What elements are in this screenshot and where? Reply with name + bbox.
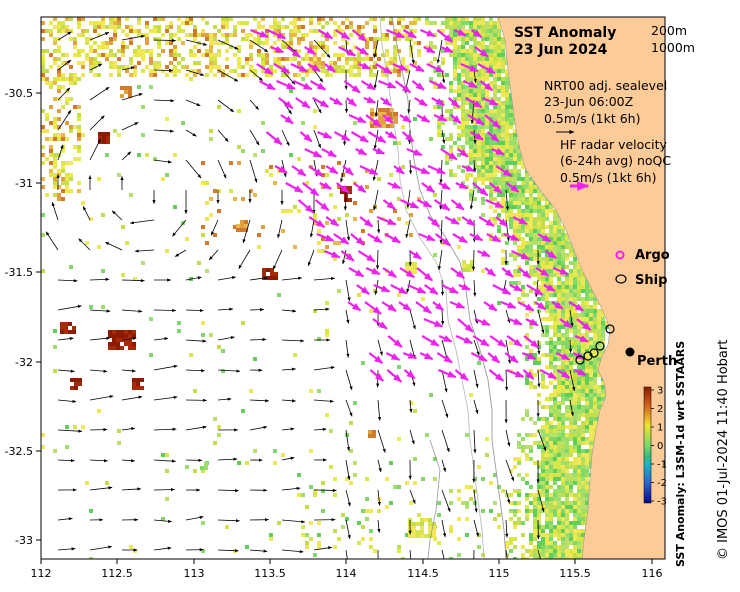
plot-frame [40,16,666,560]
y-tick-label: -31.5 [5,266,33,279]
x-tick-label: 115.5 [559,567,591,580]
radar-legend-title: HF radar velocity [560,137,668,152]
colorbar-tick-label: -2 [657,478,667,489]
colorbar-label: SST Anomaly: L3SM-1d wrt SSTAARS [674,341,687,567]
contour-islands [427,439,441,559]
y-tick-label: -30.5 [5,87,33,100]
x-tick-label: 114 [336,567,357,580]
map-title: SST Anomaly [514,25,616,41]
colorbar-tick-label: 2 [657,404,663,415]
colorbar-tick-label: -1 [657,460,667,471]
sealevel-legend-time: 23-Jun 06:00Z [544,94,633,109]
land-mass [497,17,665,559]
y-tick-label: -33 [15,534,33,547]
y-axis: -30.5 -31 -31.5 -32 -32.5 -33 [5,87,41,547]
y-tick-label: -32 [15,356,33,369]
sealevel-legend-scale: 0.5m/s (1kt 6h) [544,111,640,126]
colorbar-tick-label: 0 [657,441,663,452]
depth-legend-1000m: 1000m [651,40,695,55]
x-tick-label: 115 [489,567,510,580]
x-tick-label: 112 [31,567,52,580]
colorbar-tick-label: 1 [657,423,663,434]
colorbar [643,386,652,504]
colorbar-tick-label: -3 [657,497,667,508]
y-tick-label: -32.5 [5,445,33,458]
colorbar-tick-label: 3 [657,386,663,397]
x-axis: 112 112.5 113 113.5 114 114.5 115 115.5 116 [31,559,663,580]
depth-legend-200m: 200m [651,23,687,38]
credit-text: © IMOS 01-Jul-2024 11:40 Hobart [716,340,731,560]
argo-legend-label: Argo [635,248,670,263]
map-date: 23 Jun 2024 [514,42,608,58]
x-tick-label: 114.5 [407,567,439,580]
colorbar-ticks: 3 2 1 0 -1 -2 -3 [651,386,667,508]
ship-legend-label: Ship [635,273,667,288]
argo-legend-symbol [615,250,625,260]
ship-positions [575,324,615,365]
radar-legend-scale: 0.5m/s (1kt 6h) [560,170,656,185]
y-tick-label: -31 [15,177,33,190]
radar-legend-avg: (6-24h avg) noQC [560,153,671,168]
ship-legend-symbol [615,274,627,284]
perth-label: Perth [637,354,677,369]
x-tick-label: 112.5 [101,567,133,580]
perth-marker [625,347,635,357]
hf-radar-velocity-arrows [250,28,592,383]
sealevel-legend-title: NRT00 adj. sealevel [544,78,667,93]
sealevel-velocity-arrows [45,31,576,559]
x-tick-label: 113 [184,567,205,580]
x-tick-label: 116 [642,567,663,580]
x-tick-label: 113.5 [254,567,286,580]
